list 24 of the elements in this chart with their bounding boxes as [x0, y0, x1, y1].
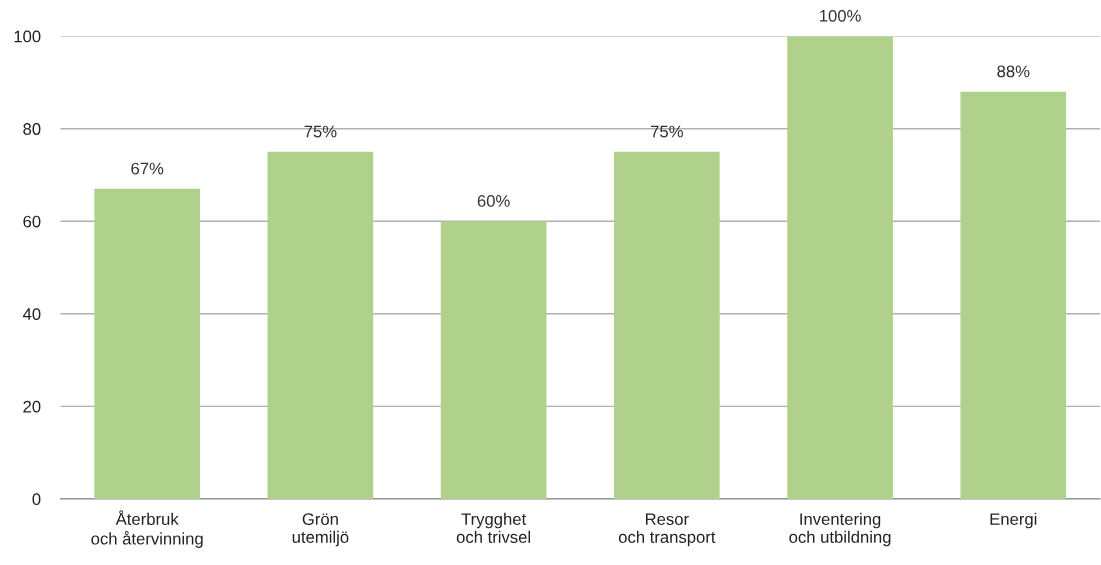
x-tick-label: Inventering och utbildning — [789, 512, 891, 547]
y-tick-label: 100 — [14, 30, 41, 43]
bar — [440, 221, 547, 499]
y-tick-label: 80 — [23, 123, 41, 135]
data-label: 67% — [131, 162, 164, 175]
y-tick-label: 0 — [32, 493, 41, 506]
x-tick-label: Energi — [990, 512, 1037, 529]
x-tick-label: Grön utemiljö — [292, 513, 349, 547]
bar — [267, 151, 374, 499]
data-label: 60% — [477, 195, 510, 207]
x-tick-label: Trygghet och trivsel — [456, 512, 531, 543]
x-tick-label: Återbruk och återvinning — [91, 510, 203, 548]
bar — [614, 151, 720, 499]
bar — [787, 36, 893, 499]
data-label: 75% — [304, 125, 337, 138]
bar — [960, 91, 1067, 499]
bar — [94, 188, 200, 499]
y-tick-label: 60 — [23, 215, 41, 228]
y-tick-label: 20 — [23, 400, 41, 413]
data-label: 75% — [651, 125, 683, 138]
data-label: 88% — [997, 65, 1030, 78]
y-tick-label: 40 — [22, 308, 41, 320]
data-label: 100% — [820, 9, 861, 22]
x-tick-label: Resor och transport — [618, 513, 716, 547]
